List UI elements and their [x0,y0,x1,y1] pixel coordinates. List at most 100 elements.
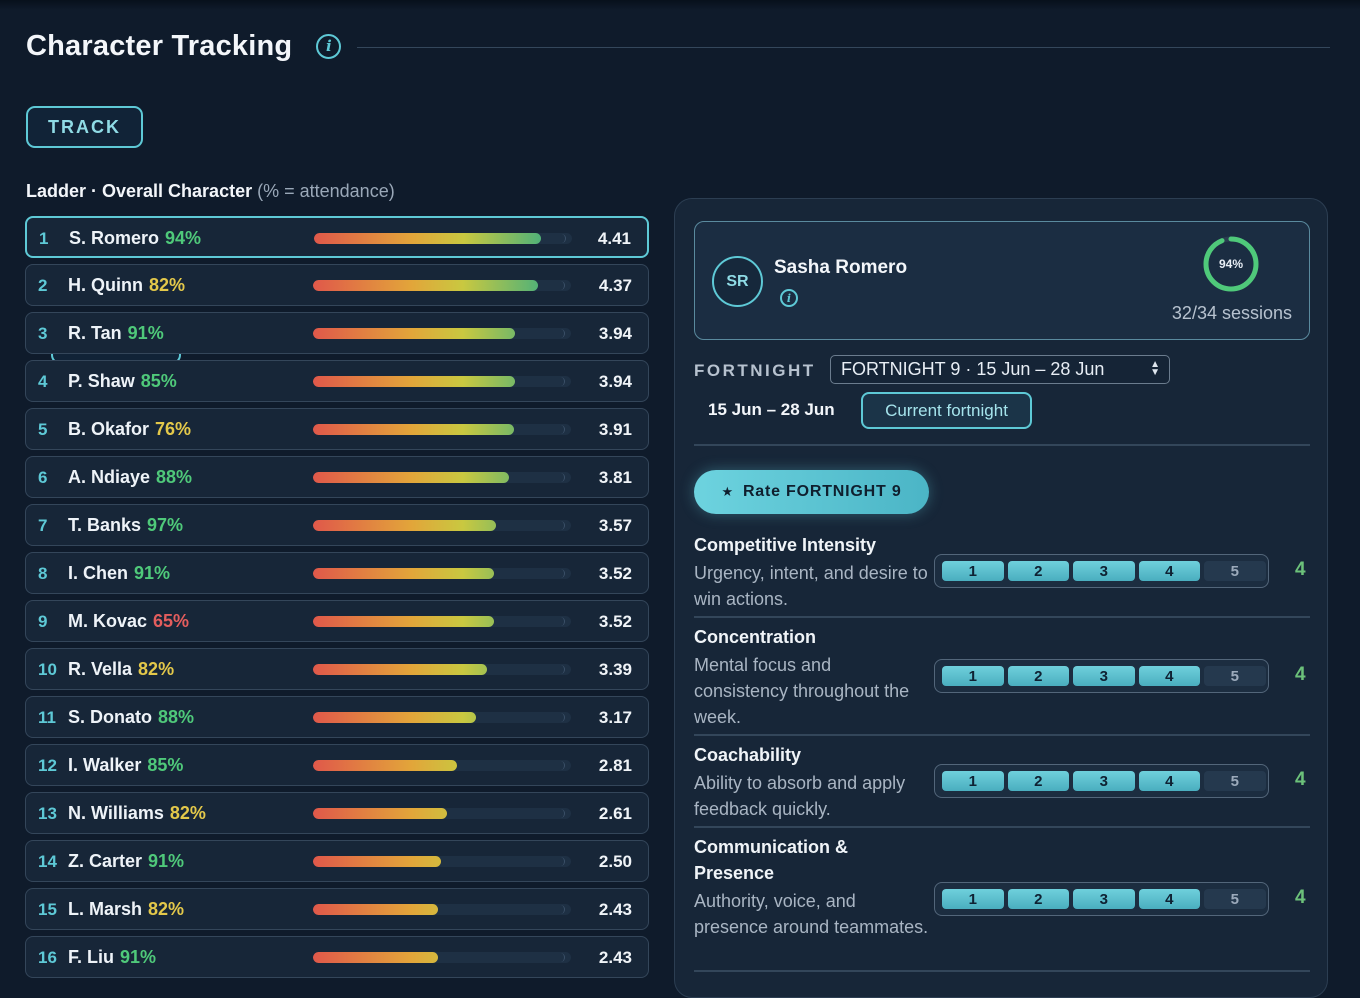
ladder-score-bar [313,616,571,627]
ladder-player-label: R. Tan [68,323,122,343]
ladder-row[interactable]: 4 P. Shaw 85% 3.94 [25,360,649,402]
ladder-player-name: I. Chen 91% [68,563,170,584]
ladder-row[interactable]: 13 N. Williams 82% 2.61 [25,792,649,834]
rate-fortnight-button[interactable]: ★ Rate FORTNIGHT 9 [694,470,929,514]
ladder-rank: 13 [38,804,57,823]
ladder-score-bar-fill [313,280,538,291]
ladder-row[interactable]: 2 H. Quinn 82% 4.37 [25,264,649,306]
ladder-row[interactable]: 12 I. Walker 85% 2.81 [25,744,649,786]
ladder-score-bar [313,952,571,963]
ladder-attendance: 65% [153,611,190,631]
ladder-rank: 14 [38,852,57,871]
ladder-row[interactable]: 15 L. Marsh 82% 2.43 [25,888,649,930]
ladder-player-label: L. Marsh [68,899,143,919]
rating-option-1[interactable]: 1 [942,889,1004,909]
rating-option-3[interactable]: 3 [1073,561,1135,581]
criterion-value: 4 [1295,887,1306,908]
ladder-row[interactable]: 3 R. Tan 91% 3.94 [25,312,649,354]
rating-option-4[interactable]: 4 [1138,561,1200,581]
ladder-rank: 6 [38,468,48,487]
ladder-row[interactable]: 6 A. Ndiaye 88% 3.81 [25,456,649,498]
fortnight-select[interactable]: FORTNIGHT 9 · 15 Jun – 28 Jun ▲ ▼ [830,355,1170,384]
ladder-score-bar [313,904,571,915]
rating-option-3[interactable]: 3 [1073,771,1135,791]
ladder-row[interactable]: 7 T. Banks 97% 3.57 [25,504,649,546]
ladder-player-name: N. Williams 82% [68,803,206,824]
rating-option-4[interactable]: 4 [1138,666,1200,686]
info-icon[interactable]: i [316,33,342,59]
attendance-ring-label: 94% [1218,257,1244,271]
ladder-score-bar-fill [313,952,438,963]
rating-option-4[interactable]: 4 [1138,771,1200,791]
criterion-description: Urgency, intent, and desire to win actio… [694,563,928,609]
player-info-icon[interactable]: i [780,289,798,307]
rating-option-3[interactable]: 3 [1073,889,1135,909]
star-icon: ★ [721,484,734,499]
page-title: Character Tracking [26,29,293,62]
rating-option-2[interactable]: 2 [1007,666,1069,686]
ladder-player-name: M. Kovac 65% [68,611,189,632]
ladder-row[interactable]: 9 M. Kovac 65% 3.52 [25,600,649,642]
ladder-rank: 10 [38,660,57,679]
top-shadow [0,0,1360,10]
ladder-caption-title: Ladder · Overall Character [26,181,253,201]
ladder-row[interactable]: 10 R. Vella 82% 3.39 [25,648,649,690]
ladder-attendance: 91% [134,563,171,583]
ladder-row[interactable]: 5 B. Okafor 76% 3.91 [25,408,649,450]
rate-fortnight-label: Rate FORTNIGHT 9 [742,483,902,500]
avatar: SR [712,256,763,307]
ladder-attendance: 88% [156,467,193,487]
rating-option-1[interactable]: 1 [942,771,1004,791]
ladder-score-bar [313,520,571,531]
ladder-attendance: 91% [148,851,185,871]
ladder-player-label: M. Kovac [68,611,148,631]
rating-option-2[interactable]: 2 [1007,771,1069,791]
ladder-row[interactable]: 16 F. Liu 91% 2.43 [25,936,649,978]
ladder-player-name: B. Okafor 76% [68,419,191,440]
ladder-attendance: 91% [120,947,157,967]
rating-option-5[interactable]: 5 [1204,666,1266,686]
rating-option-2[interactable]: 2 [1007,561,1069,581]
ladder-score: 3.81 [598,468,632,487]
ladder-score: 2.43 [598,948,632,967]
sessions-count: 32/34 sessions [1171,303,1292,323]
ladder-score: 3.94 [598,324,632,343]
ladder-player-name: F. Liu 91% [68,947,156,968]
ladder-player-name: H. Quinn 82% [68,275,185,296]
player-name: Sasha Romero [774,257,908,278]
ladder-score: 3.94 [598,372,632,391]
rating-option-3[interactable]: 3 [1073,666,1135,686]
ladder-player-label: F. Liu [68,947,114,967]
ladder-score-bar [313,712,571,723]
ladder-rank: 9 [38,612,48,631]
ladder-row[interactable]: 14 Z. Carter 91% 2.50 [25,840,649,882]
rating-option-1[interactable]: 1 [942,561,1004,581]
ladder-rank: 11 [38,708,56,727]
ladder-row[interactable]: 11 S. Donato 88% 3.17 [25,696,649,738]
criterion-description: Ability to absorb and apply feedback qui… [694,773,906,819]
rating-option-5[interactable]: 5 [1204,561,1266,581]
current-fortnight-button[interactable]: Current fortnight [861,392,1032,429]
ladder-row[interactable]: 1 S. Romero 94% 4.41 [25,216,649,258]
fortnight-select-value: FORTNIGHT 9 · 15 Jun – 28 Jun [841,359,1105,379]
ladder-score: 2.50 [598,852,632,871]
criterion-description: Mental focus and consistency throughout … [694,655,910,727]
ladder-score-bar-fill [313,520,496,531]
ladder-row[interactable]: 8 I. Chen 91% 3.52 [25,552,649,594]
ladder-score: 3.57 [598,516,632,535]
ladder-attendance: 94% [165,228,202,248]
ladder-player-label: A. Ndiaye [68,467,151,487]
ladder-score: 4.37 [598,276,632,295]
ladder-player-label: P. Shaw [68,371,135,391]
player-detail-panel: SR Sasha Romero i 94% 32/34 sessions FOR… [674,198,1328,998]
criterion-title: Competitive Intensity [694,535,877,555]
rating-option-1[interactable]: 1 [942,666,1004,686]
select-arrows-icon: ▲ ▼ [1150,359,1160,378]
rating-option-2[interactable]: 2 [1007,889,1069,909]
date-range: 15 Jun – 28 Jun [708,400,835,419]
rating-option-5[interactable]: 5 [1204,771,1266,791]
rating-option-4[interactable]: 4 [1138,889,1200,909]
rating-option-5[interactable]: 5 [1204,889,1266,909]
tab-track[interactable]: TRACK [26,106,143,148]
ladder-player-label: S. Donato [68,707,152,727]
